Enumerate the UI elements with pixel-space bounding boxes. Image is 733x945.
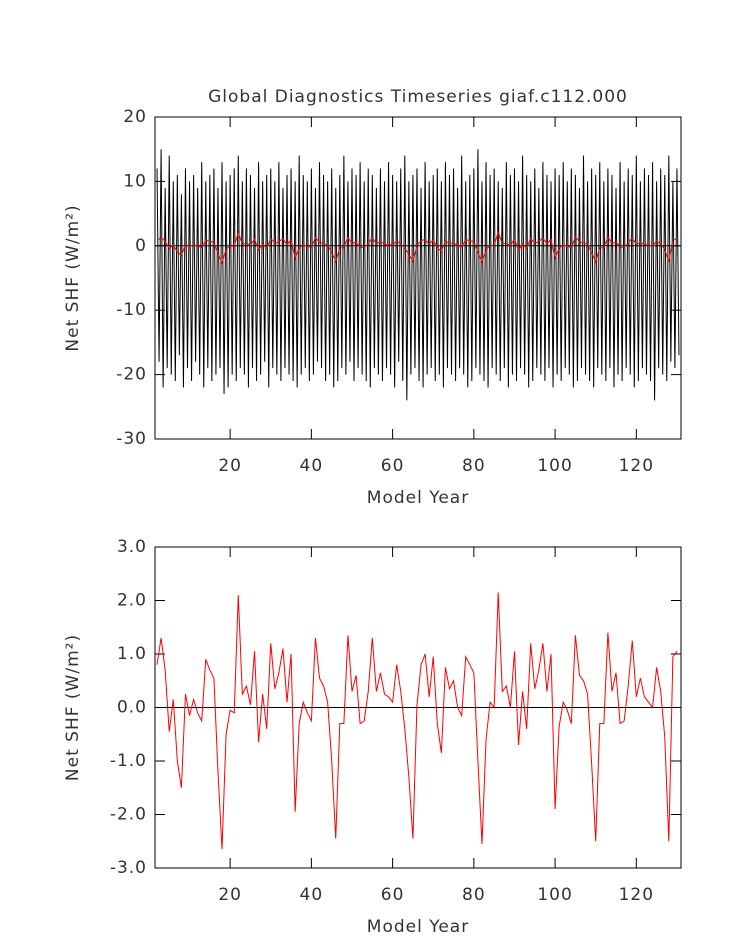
x-tick-label: 120 xyxy=(619,456,654,476)
y-tick-label: -2.0 xyxy=(110,805,147,825)
y-tick-label: -3.0 xyxy=(110,858,147,878)
y-tick-label: -30 xyxy=(116,429,147,449)
x-axis-label: Model Year xyxy=(367,917,469,937)
plot-frame xyxy=(154,116,682,440)
y-tick-label: -1.0 xyxy=(110,751,147,771)
x-tick-label: 60 xyxy=(381,456,405,476)
y-tick-label: -10 xyxy=(116,300,147,320)
x-tick-label: 100 xyxy=(537,885,572,905)
x-axis-label: Model Year xyxy=(367,488,469,508)
x-tick-label: 60 xyxy=(381,885,405,905)
y-axis-label: Net SHF (W/m²) xyxy=(63,204,83,351)
y-tick-label: 3.0 xyxy=(117,537,147,557)
x-tick-label: 40 xyxy=(300,456,324,476)
data-line xyxy=(156,230,678,265)
y-tick-label: 0 xyxy=(135,236,147,256)
x-tick-label: 80 xyxy=(462,456,486,476)
y-tick-label: -20 xyxy=(116,365,147,385)
data-line xyxy=(156,149,680,401)
y-tick-label: 20 xyxy=(123,107,147,127)
y-tick-label: 0.0 xyxy=(117,698,147,718)
y-tick-label: 10 xyxy=(123,171,147,191)
x-tick-label: 20 xyxy=(218,885,242,905)
x-tick-label: 120 xyxy=(619,885,654,905)
y-tick-label: 2.0 xyxy=(117,591,147,611)
x-tick-label: 80 xyxy=(462,885,486,905)
data-line xyxy=(156,592,678,850)
y-axis-label: Net SHF (W/m²) xyxy=(63,634,83,781)
x-tick-label: 40 xyxy=(300,885,324,905)
y-tick-label: 1.0 xyxy=(117,644,147,664)
x-tick-label: 20 xyxy=(218,456,242,476)
chart-title: Global Diagnostics Timeseries giaf.c112.… xyxy=(208,87,628,107)
x-tick-label: 100 xyxy=(537,456,572,476)
